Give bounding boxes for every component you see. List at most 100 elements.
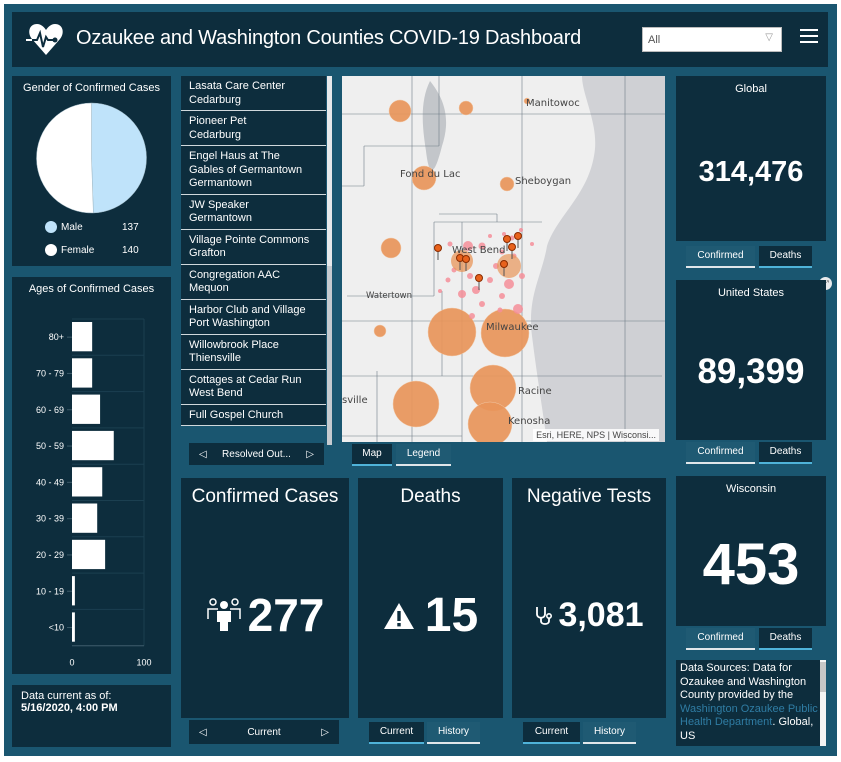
us-value: 89,399: [697, 352, 805, 391]
legend-item-female[interactable]: Female 140: [45, 244, 145, 256]
map-view[interactable]: Manitowoc Fond du Lac Sheboygan West Bend Wa…: [342, 76, 665, 442]
county-case-circle[interactable]: [427, 307, 477, 357]
local-case-dot[interactable]: [499, 249, 505, 255]
deaths-tab-current[interactable]: Current: [369, 722, 424, 744]
list-item[interactable]: JW Speaker Germantown: [181, 194, 326, 230]
list-item[interactable]: Congregation AAC Mequon: [181, 264, 326, 300]
facility-city: Port Washington: [189, 317, 270, 329]
wisconsin-tab-deaths[interactable]: Deaths: [759, 628, 812, 650]
health-department-link[interactable]: Washington Ozaukee Public Health Departm…: [680, 702, 818, 729]
confirmed-next-icon[interactable]: ▷: [321, 726, 329, 738]
negative-tab-history[interactable]: History: [583, 722, 636, 744]
county-case-circle[interactable]: [467, 401, 513, 442]
sources-scrollbar-thumb[interactable]: [820, 662, 826, 692]
tab-legend[interactable]: Legend: [396, 444, 451, 466]
facility-pin-icon[interactable]: [500, 260, 508, 268]
local-case-dot[interactable]: [499, 293, 505, 299]
local-case-dot[interactable]: [463, 241, 473, 251]
county-case-circle[interactable]: [411, 165, 437, 191]
wisconsin-tab-confirmed[interactable]: Confirmed: [686, 628, 755, 650]
local-case-dot[interactable]: [472, 286, 480, 294]
age-bar[interactable]: [72, 539, 106, 570]
legend-swatch-female: [45, 244, 57, 256]
county-case-circle[interactable]: [480, 308, 530, 358]
local-case-dot[interactable]: [438, 289, 442, 293]
local-case-dot[interactable]: [519, 273, 525, 279]
local-case-dot[interactable]: [458, 290, 466, 298]
county-case-circle[interactable]: [392, 380, 440, 428]
local-case-dot[interactable]: [479, 301, 485, 307]
global-tab-confirmed[interactable]: Confirmed: [686, 246, 755, 268]
local-case-dot[interactable]: [467, 273, 473, 279]
age-bar[interactable]: [72, 358, 93, 388]
local-case-dot[interactable]: [469, 313, 475, 319]
ages-chart-title: Ages of Confirmed Cases: [28, 283, 155, 295]
facility-pin-icon[interactable]: [508, 243, 516, 251]
age-bar[interactable]: [72, 467, 103, 497]
local-case-dot[interactable]: [530, 242, 534, 246]
county-case-circle[interactable]: [458, 100, 474, 116]
legend-item-male[interactable]: Male 137: [45, 221, 145, 233]
list-item[interactable]: Harbor Club and Village Port Washington: [181, 299, 326, 335]
county-case-circle[interactable]: [523, 97, 531, 105]
local-case-dot[interactable]: [478, 242, 486, 250]
list-scrollbar-thumb[interactable]: [327, 76, 332, 266]
us-tab-deaths[interactable]: Deaths: [759, 442, 812, 464]
county-case-circle[interactable]: [380, 237, 402, 259]
age-bar[interactable]: [72, 612, 75, 642]
facility-pin-icon[interactable]: [514, 232, 522, 240]
age-bar[interactable]: [72, 503, 98, 533]
sources-scrollbar[interactable]: [820, 660, 826, 746]
county-case-circle[interactable]: [388, 99, 412, 123]
facility-pin-icon[interactable]: [475, 274, 483, 282]
negative-tab-current[interactable]: Current: [523, 722, 580, 744]
county-case-circle[interactable]: [499, 176, 515, 192]
data-current-label: Data current as of:: [21, 690, 112, 702]
local-case-dot[interactable]: [502, 232, 506, 236]
local-case-dot[interactable]: [445, 277, 451, 283]
facility-city: Cedarburg: [189, 93, 241, 106]
wisconsin-tabs: Confirmed Deaths: [686, 628, 816, 650]
local-case-dot[interactable]: [513, 304, 523, 314]
local-case-dot[interactable]: [519, 228, 523, 232]
facility-pin-icon[interactable]: [503, 235, 511, 243]
list-item[interactable]: Lasata Care Center Cedarburg: [181, 76, 326, 111]
local-case-dot[interactable]: [504, 279, 514, 289]
pie-slice-male[interactable]: [91, 102, 147, 214]
list-item[interactable]: Village Pointe Commons Grafton: [181, 229, 326, 265]
local-case-dot[interactable]: [488, 234, 492, 238]
pager-next-icon[interactable]: ▷: [306, 448, 314, 460]
facility-pin-icon[interactable]: [434, 244, 442, 252]
list-item[interactable]: Willowbrook Place Thiensville: [181, 334, 326, 370]
county-case-circle[interactable]: [497, 254, 521, 278]
deaths-tab-history[interactable]: History: [427, 722, 480, 744]
hamburger-menu-icon[interactable]: [800, 26, 818, 46]
age-category-label: 40 - 49: [36, 477, 64, 487]
age-bar[interactable]: [72, 394, 101, 424]
list-item[interactable]: Cottages at Cedar Run West Bend: [181, 369, 326, 405]
pie-slice-female[interactable]: [36, 102, 94, 214]
county-case-circle[interactable]: [373, 324, 387, 338]
local-case-dot[interactable]: [497, 307, 503, 313]
age-bar[interactable]: [72, 430, 114, 461]
confirmed-prev-icon[interactable]: ◁: [199, 726, 207, 738]
map-canvas[interactable]: Manitowoc Fond du Lac Sheboygan West Bend Wa…: [342, 76, 665, 442]
list-item[interactable]: Engel Haus at The Gables of Germantown Ger…: [181, 146, 326, 195]
list-item[interactable]: Pioneer Pet Cedarburg: [181, 111, 326, 146]
ages-chart-panel: Ages of Confirmed Cases 80+ 70 - 79 60 - 6…: [12, 277, 171, 674]
list-item[interactable]: Full Gospel Church: [181, 404, 326, 426]
facility-pin-icon[interactable]: [462, 255, 470, 263]
global-tabs: Confirmed Deaths: [686, 246, 816, 268]
us-tab-confirmed[interactable]: Confirmed: [686, 442, 755, 464]
age-category-label: 30 - 39: [36, 514, 64, 524]
tab-map[interactable]: Map: [352, 444, 392, 466]
global-tab-deaths[interactable]: Deaths: [759, 246, 812, 268]
filter-dropdown[interactable]: All ▽: [642, 27, 782, 52]
age-bar[interactable]: [72, 322, 93, 352]
age-category-label: 20 - 29: [36, 550, 64, 560]
age-bar[interactable]: [72, 576, 75, 606]
local-case-dot[interactable]: [487, 277, 493, 283]
local-case-dot[interactable]: [447, 241, 453, 247]
pager-prev-icon[interactable]: ◁: [199, 448, 207, 460]
people-icon: [206, 598, 241, 631]
